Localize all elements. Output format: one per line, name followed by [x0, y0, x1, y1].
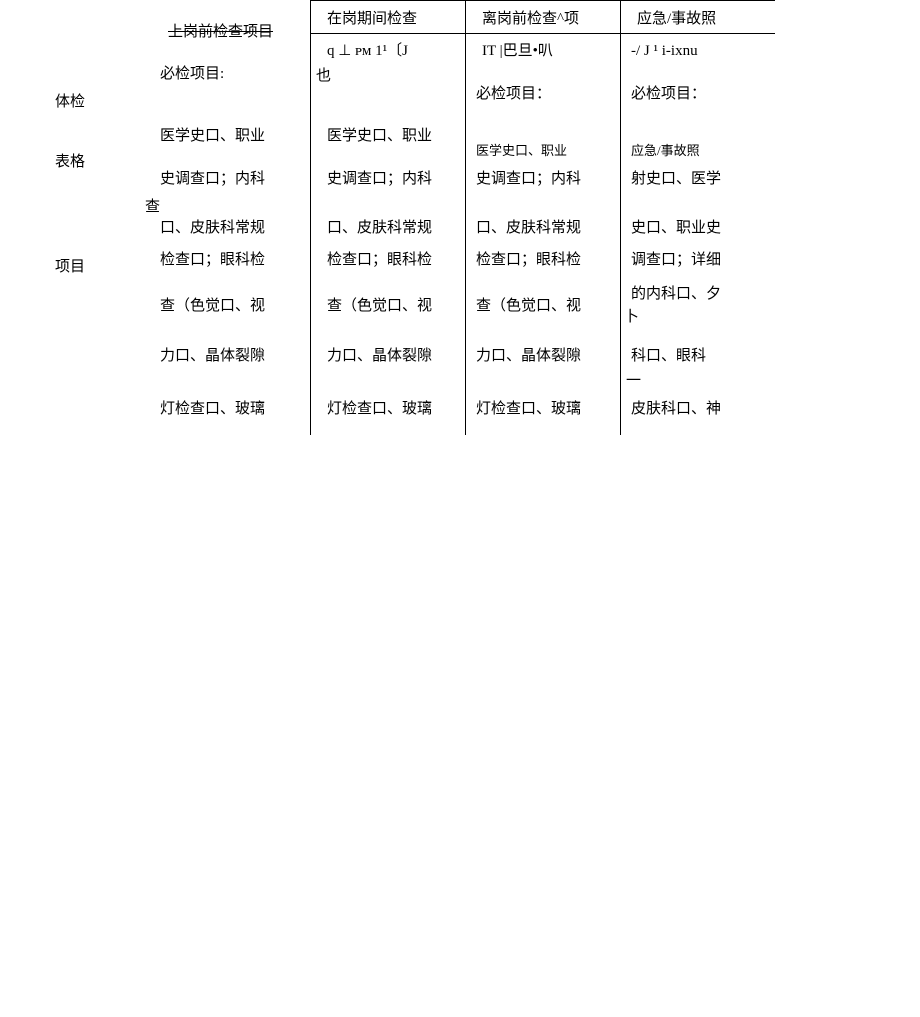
col3-r0: -/ J ¹ i-ixnu	[631, 42, 698, 62]
col3-r4: 史口、职业史	[631, 219, 721, 239]
col1-r7: 灯检查口、玻璃	[327, 400, 432, 420]
col2-header: 离岗前检查^项	[482, 10, 579, 30]
col0-r4: 口、皮肤科常规	[160, 219, 265, 239]
label-tijian: 体检	[55, 90, 85, 111]
col1-r4: 检查口；眼科检	[327, 251, 432, 271]
col0-r1: 必检项目:	[160, 65, 224, 85]
col-pre-job: 上岗前检查项目 必检项目: 医学史口、职业 史调查口；内科 查 口、皮肤科常规 …	[160, 0, 310, 435]
label-biaoge: 表格	[55, 150, 85, 171]
col3-header: 应急/事故照	[637, 10, 716, 30]
col2-r2: 医学史口、职业	[476, 143, 567, 160]
col-on-job: 在岗期间检查 q ⊥ ᴘᴍ 1¹〔J 也 医学史口、职业 史调查口；内科 口、皮…	[310, 0, 465, 435]
col2-r1: 必检项目：	[476, 85, 551, 105]
col3-r8: 皮肤科口、神	[631, 400, 721, 420]
col1-r0a: q ⊥ ᴘᴍ 1¹〔J	[327, 42, 408, 62]
col3-r6a: 的内科口、夕	[631, 285, 721, 305]
col0-r3: 史调查口；内科	[160, 170, 265, 190]
col0-r7: 力口、晶体裂隙	[160, 347, 265, 367]
col3-r6b: 卜	[624, 308, 639, 328]
col3-dash: 一	[626, 372, 641, 392]
col1-r1: 医学史口、职业	[327, 127, 432, 147]
col0-r6: 查（色觉口、视	[160, 297, 265, 317]
col0-header: 上岗前检查项目	[168, 23, 273, 43]
col3-r3: 射史口、医学	[631, 170, 721, 190]
col2-r5: 检查口；眼科检	[476, 251, 581, 271]
col-leave-job: 离岗前检查^项 IT |巴旦•叭 必检项目： 医学史口、职业 史调查口；内科 口…	[465, 0, 620, 435]
col1-r6: 力口、晶体裂隙	[327, 347, 432, 367]
col2-r0: IT |巴旦•叭	[482, 42, 553, 62]
col1-r5: 查（色觉口、视	[327, 297, 432, 317]
col2-r3: 史调查口；内科	[476, 170, 581, 190]
col3-r7: 科口、眼科	[631, 347, 706, 367]
col2-r7: 力口、晶体裂隙	[476, 347, 581, 367]
label-xiangmu: 项目	[55, 255, 85, 276]
col2-r6: 查（色觉口、视	[476, 297, 581, 317]
col0-r8: 灯检查口、玻璃	[160, 400, 265, 420]
col2-r4: 口、皮肤科常规	[476, 219, 581, 239]
col-emergency: 应急/事故照 -/ J ¹ i-ixnu 必检项目： 应急/事故照 射史口、医学…	[620, 0, 775, 435]
col3-r2: 应急/事故照	[631, 143, 700, 160]
col2-r8: 灯检查口、玻璃	[476, 400, 581, 420]
col1-r3: 口、皮肤科常规	[327, 219, 432, 239]
col3-r1: 必检项目：	[631, 85, 706, 105]
col1-r2: 史调查口；内科	[327, 170, 432, 190]
col0-cha: 查	[145, 198, 160, 218]
col3-r5: 调查口；详细	[631, 251, 721, 271]
document-page: 体检 表格 项目 上岗前检查项目 必检项目: 医学史口、职业 史调查口；内科 查…	[0, 0, 920, 1017]
col1-header: 在岗期间检查	[327, 10, 417, 30]
col0-r5: 检查口；眼科检	[160, 251, 265, 271]
col0-r2: 医学史口、职业	[160, 127, 265, 147]
col1-r0b: 也	[316, 67, 331, 87]
